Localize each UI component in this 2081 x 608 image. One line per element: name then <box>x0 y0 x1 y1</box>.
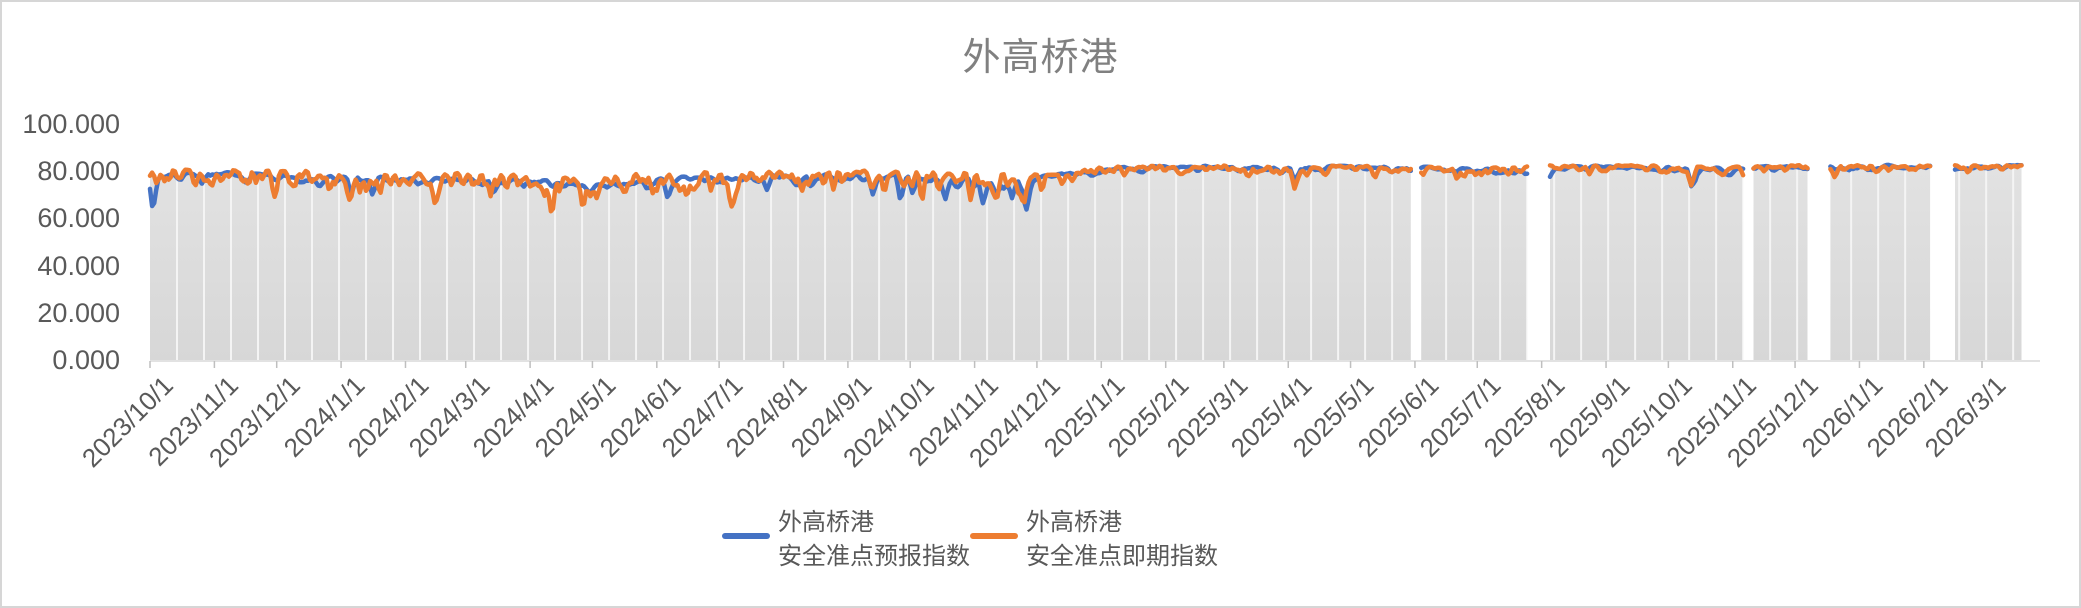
legend-label-spot-line2: 安全准点即期指数 <box>1026 543 1218 570</box>
y-axis-label: 100.000 <box>22 109 120 139</box>
area-fill <box>1955 165 2022 360</box>
chart-title: 外高桥港 <box>962 37 1119 79</box>
y-axis-label: 40.000 <box>37 250 120 281</box>
legend-item-spot[interactable]: 外高桥港 安全准点即期指数 <box>970 506 1218 574</box>
y-axis-label: 80.000 <box>37 156 120 187</box>
area-fill <box>1753 165 1808 360</box>
y-axis-label: 20.000 <box>37 297 120 328</box>
series-line-spot <box>1547 163 1746 188</box>
series-line-spot <box>1828 163 1933 180</box>
legend-label-forecast-line1: 外高桥港 <box>778 509 874 536</box>
series-line-spot <box>1751 162 1810 174</box>
series-line-spot <box>1952 163 2024 175</box>
area-fill <box>1550 165 1744 360</box>
series-line-spot <box>1418 164 1530 181</box>
y-axis-label: 0.000 <box>52 345 120 375</box>
legend-label-spot-line1: 外高桥港 <box>1026 509 1122 536</box>
legend-line-forecast-swatch <box>722 533 770 539</box>
area-fill <box>1421 166 1528 360</box>
legend-label-forecast-line2: 安全准点预报指数 <box>778 543 970 570</box>
y-axis-label: 60.000 <box>37 203 120 234</box>
area-fill <box>1830 165 1931 360</box>
legend-line-spot-swatch <box>970 533 1018 539</box>
series-line-spot <box>147 163 1414 214</box>
legend-item-forecast[interactable]: 外高桥港 安全准点预报指数 <box>722 506 970 574</box>
